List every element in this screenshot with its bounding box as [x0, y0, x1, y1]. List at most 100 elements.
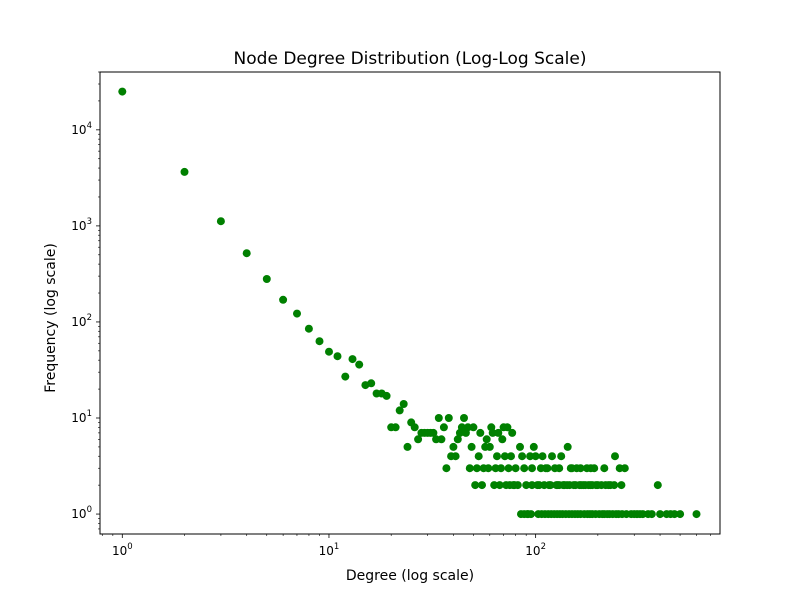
data-point: [531, 452, 540, 461]
data-point: [399, 400, 408, 408]
y-tick-label: 104: [71, 121, 92, 137]
data-point: [497, 464, 505, 473]
data-point: [507, 452, 515, 461]
data-point: [460, 414, 468, 422]
data-point: [529, 442, 538, 451]
x-tick-label: 101: [319, 542, 340, 558]
data-point: [676, 510, 685, 519]
data-point: [533, 481, 542, 490]
data-point: [118, 87, 127, 96]
data-point: [453, 435, 462, 444]
data-point: [511, 464, 520, 473]
data-point: [563, 442, 572, 451]
data-point: [474, 452, 483, 461]
data-point: [429, 428, 438, 437]
data-point: [555, 481, 564, 490]
data-point: [508, 428, 517, 437]
data-point: [444, 414, 453, 422]
data-point: [180, 167, 189, 176]
data-point: [638, 510, 647, 519]
y-tick-label: 102: [71, 313, 92, 329]
data-point: [563, 481, 572, 490]
data-point: [382, 391, 391, 400]
data-point: [410, 423, 419, 432]
data-point: [439, 423, 448, 432]
data-point: [434, 414, 443, 422]
x-axis: 100 101 102: [101, 534, 711, 558]
plot-frame: [99, 71, 721, 535]
data-point: [516, 442, 524, 451]
data-point: [463, 423, 472, 432]
chart-title: Node Degree Distribution (Log-Log Scale): [234, 49, 587, 69]
data-point: [548, 452, 556, 461]
data-point: [304, 324, 313, 333]
data-point: [465, 464, 474, 473]
data-point: [513, 481, 522, 490]
data-point: [494, 428, 503, 437]
y-axis: 100 101 102 103 104: [71, 71, 100, 530]
data-point: [469, 423, 478, 432]
data-point: [449, 442, 458, 451]
data-point: [568, 464, 576, 473]
data-point: [543, 464, 552, 473]
data-point: [471, 481, 480, 490]
data-point: [617, 481, 626, 490]
data-point: [611, 452, 619, 461]
data-point: [653, 481, 662, 490]
data-point: [315, 337, 324, 346]
data-point: [586, 464, 595, 473]
data-point: [526, 452, 535, 461]
data-point: [333, 352, 342, 361]
data-point: [293, 309, 301, 318]
data-point: [581, 481, 590, 490]
data-point: [472, 464, 481, 473]
data-point: [571, 481, 580, 490]
data-point: [442, 464, 451, 473]
data-point: [576, 464, 585, 473]
plot-area: [118, 87, 701, 519]
data-point: [600, 464, 609, 473]
data-point: [488, 428, 497, 437]
data-point: [555, 464, 564, 473]
data-point: [476, 428, 485, 437]
data-point: [484, 464, 493, 473]
data-point: [403, 442, 412, 451]
data-point: [482, 435, 491, 444]
data-point: [348, 355, 357, 364]
data-point: [656, 510, 665, 519]
x-tick-label: 100: [112, 542, 133, 558]
data-point: [467, 442, 476, 451]
x-axis-label: Degree (log scale): [346, 568, 474, 584]
data-point: [500, 452, 509, 461]
data-point: [355, 360, 364, 369]
data-point: [279, 295, 288, 304]
y-axis-label: Frequency (log scale): [43, 243, 59, 393]
data-point: [478, 481, 486, 490]
data-point: [498, 435, 507, 444]
data-point: [395, 406, 404, 415]
data-point: [527, 510, 535, 519]
data-point: [451, 452, 460, 461]
data-point: [536, 464, 545, 473]
data-point: [414, 435, 423, 444]
data-point: [485, 442, 494, 451]
data-point: [495, 481, 504, 490]
data-point: [216, 217, 225, 226]
data-point: [538, 452, 547, 461]
y-tick-label: 101: [71, 409, 92, 425]
data-point: [367, 379, 376, 388]
data-point: [620, 464, 629, 473]
data-point: [518, 452, 527, 461]
data-point: [610, 481, 619, 490]
data-point: [457, 423, 466, 432]
data-point: [493, 452, 501, 461]
data-point: [622, 510, 631, 519]
data-point: [546, 481, 555, 490]
y-tick-label: 100: [71, 505, 92, 521]
data-point: [604, 481, 613, 490]
data-point: [588, 481, 597, 490]
data-point: [647, 510, 656, 519]
data-point: [670, 510, 679, 519]
data-point: [242, 249, 251, 258]
